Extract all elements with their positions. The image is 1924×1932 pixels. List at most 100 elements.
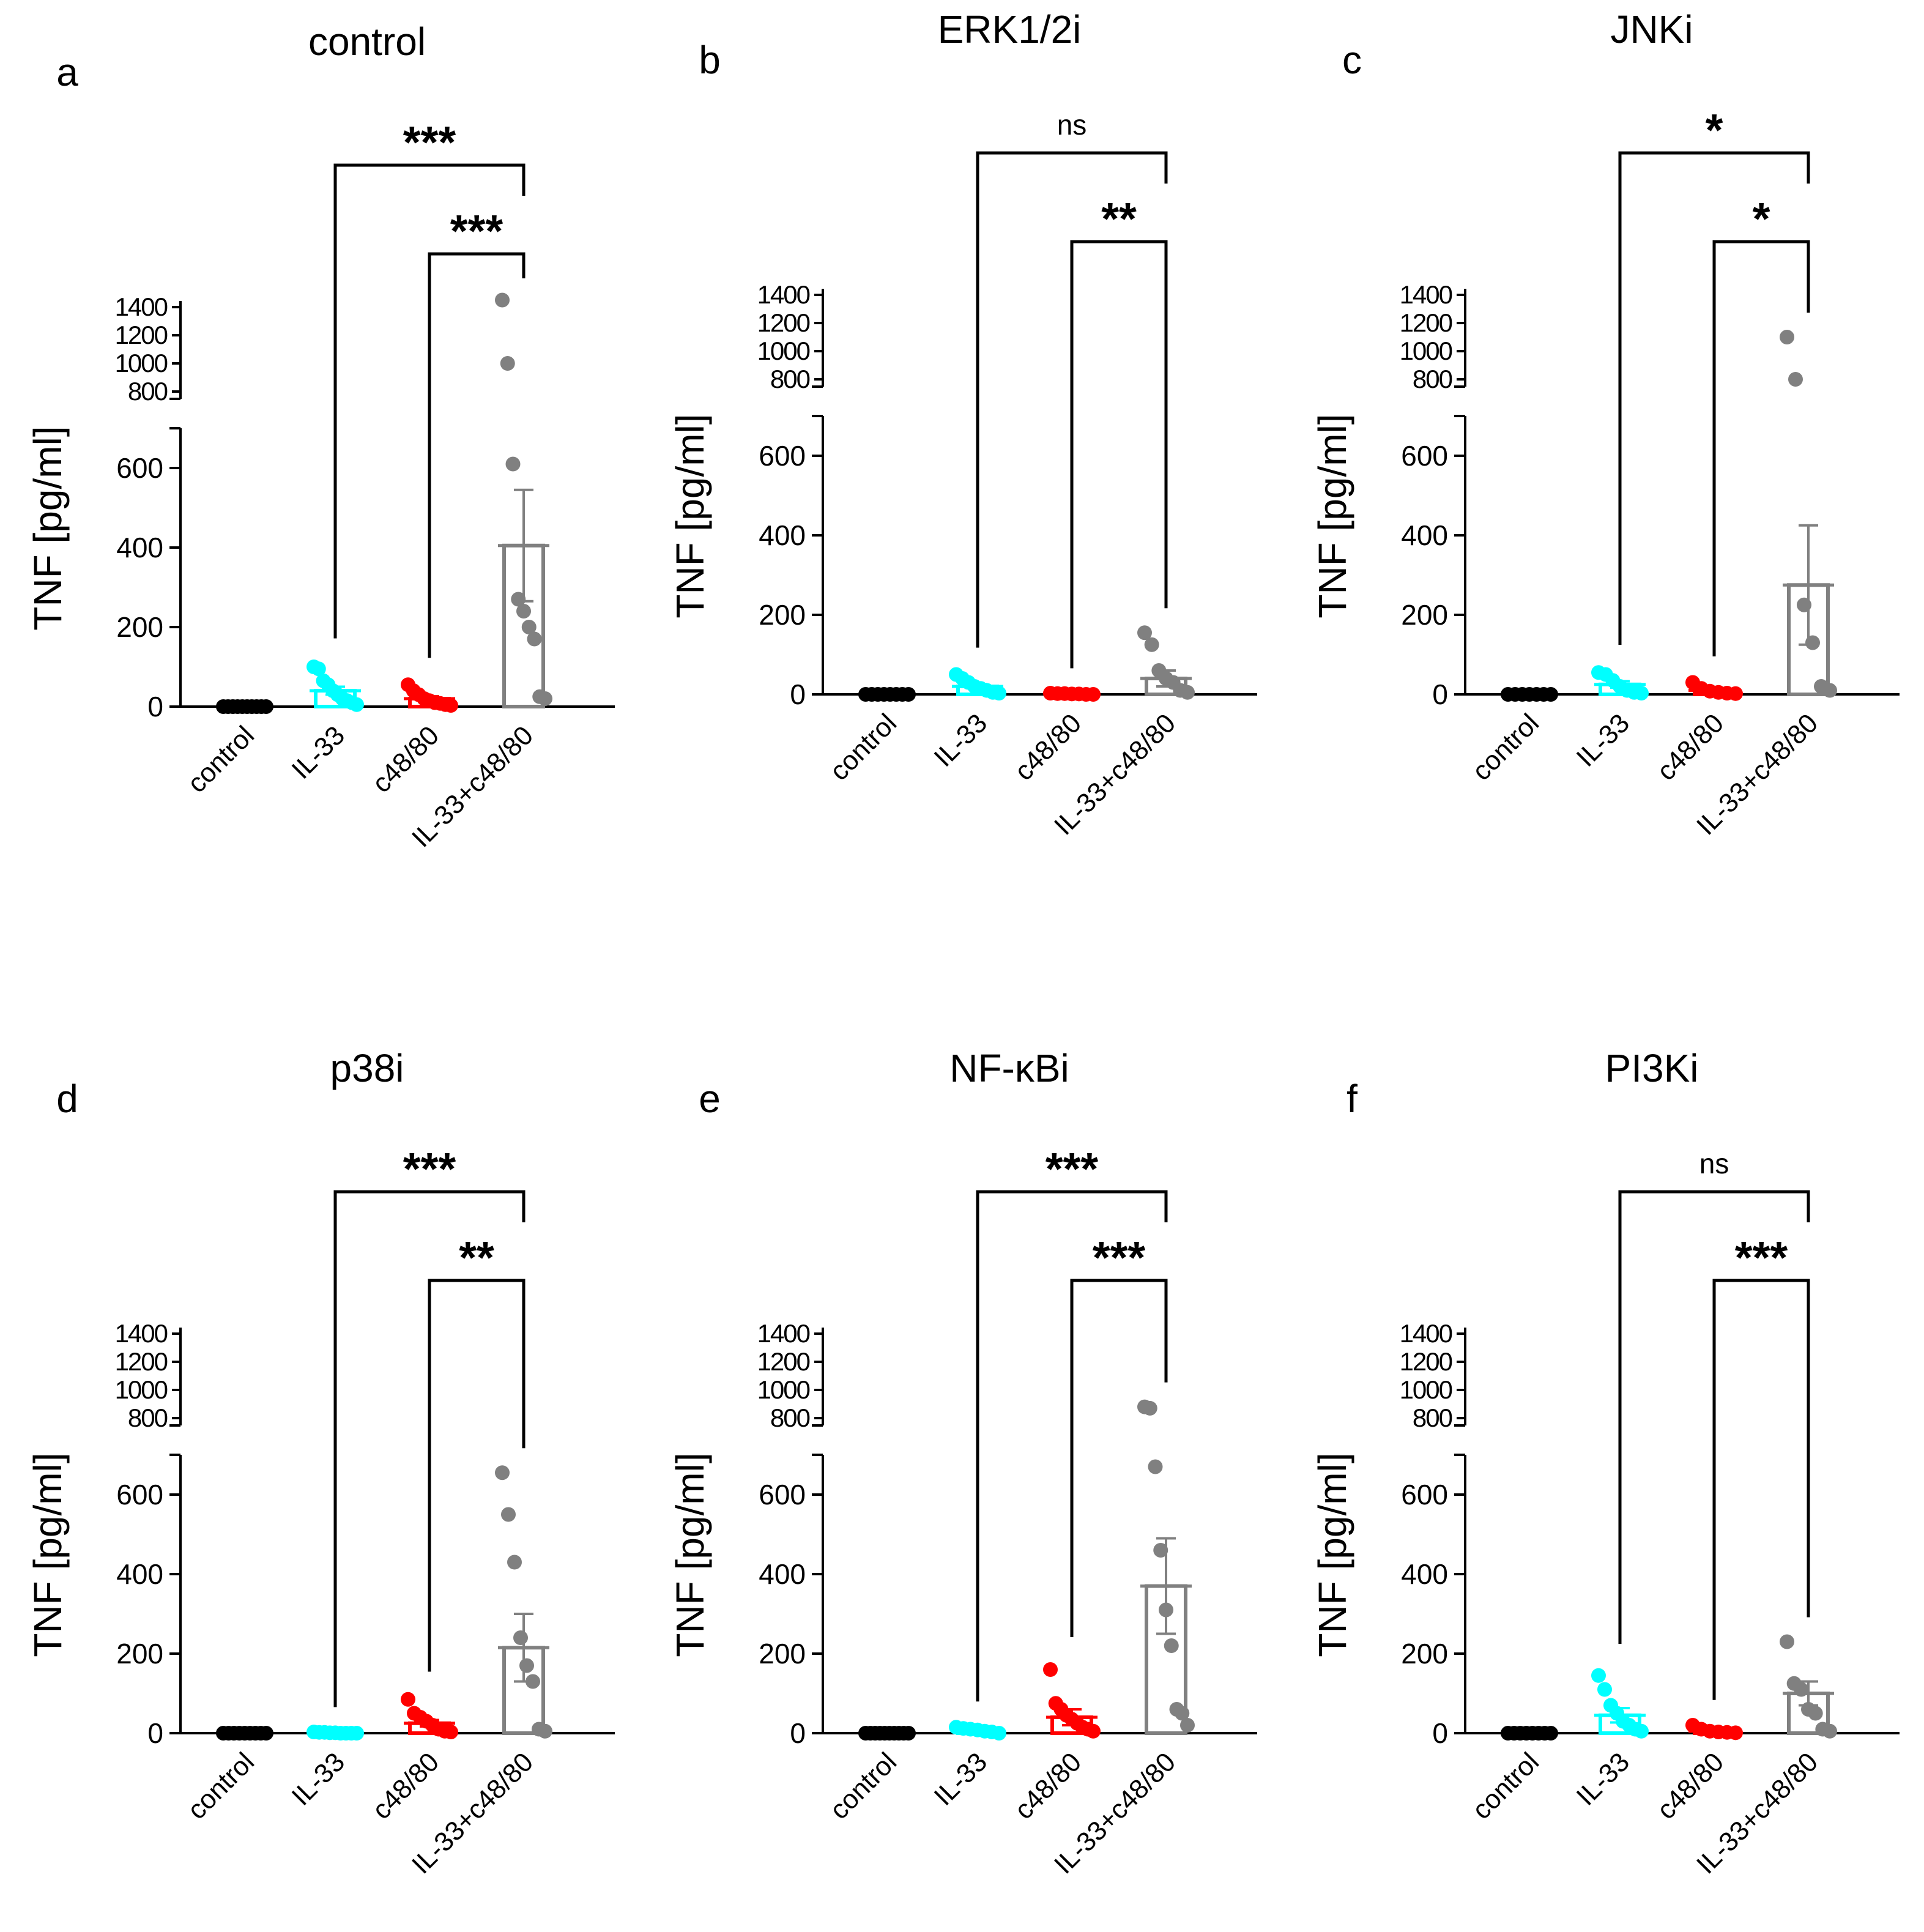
y-tick-label: 600 <box>1401 1479 1448 1510</box>
data-point <box>1780 1634 1794 1649</box>
y-tick-label: 0 <box>790 678 806 710</box>
data-point <box>527 631 542 647</box>
panel-title: p38i <box>330 1046 404 1090</box>
panel-letter: f <box>1346 1077 1358 1121</box>
significance-bracket <box>976 1190 1168 1702</box>
data-point <box>311 661 326 677</box>
x-tick-label: control <box>824 1747 902 1825</box>
x-tick-label: control <box>182 1747 260 1825</box>
data-point <box>1794 1682 1809 1697</box>
significance-label: *** <box>1046 1143 1099 1194</box>
significance-label: *** <box>403 117 456 168</box>
y-tick-label: 800 <box>128 1403 168 1432</box>
significance-bracket <box>1618 151 1810 645</box>
panel-title: ERK1/2i <box>938 7 1082 51</box>
y-axis-label: TNF [pg/ml] <box>1310 1452 1354 1657</box>
y-tick-label: 0 <box>790 1717 806 1749</box>
y-tick-label: 1400 <box>757 1319 810 1348</box>
data-point <box>521 620 537 634</box>
data-point <box>259 1726 273 1741</box>
chart-panel-a: a control TNF [pg/ml] 0 200 400 600 80010001200… <box>26 20 615 853</box>
data-point <box>538 1723 552 1739</box>
data-point <box>500 356 515 371</box>
significance-bracket <box>1618 1190 1810 1644</box>
data-point <box>992 1726 1006 1741</box>
y-tick-label: 600 <box>116 1479 163 1510</box>
data-point <box>1180 1718 1195 1733</box>
x-tick-label: c48/80 <box>1009 1747 1087 1825</box>
significance-bracket <box>1712 240 1810 656</box>
data-point <box>1159 1602 1173 1618</box>
y-tick-label: 1000 <box>115 349 168 377</box>
panel-title: NF-κBi <box>949 1046 1069 1090</box>
data-point <box>513 1630 528 1645</box>
y-tick-label: 800 <box>1413 1403 1452 1432</box>
data-point <box>1180 685 1195 700</box>
significance-bracket <box>1070 240 1168 669</box>
data-point <box>1728 1725 1743 1741</box>
x-tick-label: control <box>182 720 260 798</box>
panel-title: control <box>308 20 426 64</box>
y-tick-label: 1200 <box>115 1347 168 1376</box>
y-tick-label: 1400 <box>115 292 168 321</box>
data-point <box>526 1674 540 1689</box>
significance-bracket <box>1712 1279 1810 1700</box>
x-tick-label: IL-33 <box>286 1747 351 1811</box>
y-axis-label: TNF [pg/ml] <box>26 426 70 630</box>
panel-title: PI3Ki <box>1605 1046 1699 1090</box>
data-point <box>1780 330 1794 344</box>
significance-label: ns <box>1057 109 1087 141</box>
y-tick-label: 200 <box>1401 1638 1448 1670</box>
data-point <box>444 698 458 713</box>
y-tick-label: 400 <box>759 519 806 551</box>
data-point <box>1086 1723 1101 1739</box>
data-point <box>1822 683 1837 698</box>
significance-bracket <box>428 1279 526 1672</box>
data-point <box>349 1726 364 1741</box>
panel-title: JNKi <box>1610 7 1693 51</box>
significance-label: * <box>1753 193 1770 244</box>
y-tick-label: 200 <box>759 1638 806 1670</box>
y-tick-label: 1400 <box>1400 1319 1452 1348</box>
y-tick-label: 1000 <box>115 1375 168 1404</box>
x-tick-label: c48/80 <box>366 1747 445 1825</box>
y-tick-label: 1000 <box>1400 336 1452 365</box>
y-tick-label: 400 <box>1401 519 1448 551</box>
y-tick-label: 1200 <box>115 321 168 349</box>
data-point <box>1634 1723 1649 1739</box>
x-tick-label: control <box>1466 1747 1545 1825</box>
data-point <box>1142 1400 1157 1416</box>
y-tick-label: 0 <box>147 691 163 723</box>
significance-bracket <box>1070 1279 1168 1637</box>
x-tick-label: control <box>824 708 902 786</box>
y-tick-label: 1000 <box>1400 1375 1452 1404</box>
significance-bracket <box>976 151 1168 648</box>
y-tick-label: 200 <box>116 611 163 643</box>
y-tick-label: 400 <box>116 1558 163 1590</box>
x-tick-label: IL-33 <box>1571 1747 1636 1811</box>
chart-panel-b: b ERK1/2i TNF [pg/ml] 0 200 400 600 80010001200… <box>668 7 1257 841</box>
panel-letter: a <box>56 50 78 94</box>
data-point <box>1164 1638 1179 1653</box>
data-point <box>511 592 526 607</box>
data-point <box>401 1692 415 1707</box>
panel-letter: c <box>1342 38 1362 82</box>
data-point <box>495 1465 510 1481</box>
significance-label: *** <box>450 206 503 256</box>
x-tick-label: c48/80 <box>1651 1747 1729 1825</box>
data-point <box>444 1725 458 1740</box>
y-tick-label: 1000 <box>757 1375 810 1404</box>
data-point <box>1805 635 1820 650</box>
y-tick-label: 800 <box>128 377 168 406</box>
y-tick-label: 800 <box>770 365 810 393</box>
panel-letter: b <box>699 38 721 82</box>
data-point <box>519 1658 534 1673</box>
data-point <box>901 1726 916 1741</box>
data-point <box>1808 1706 1823 1721</box>
panel-letter: d <box>56 1077 78 1121</box>
chart-panel-c: c JNKi TNF [pg/ml] 0 200 400 600 80010001200140… <box>1310 7 1900 841</box>
data-point <box>501 1507 516 1522</box>
y-tick-label: 400 <box>116 532 163 563</box>
data-point <box>505 456 521 472</box>
